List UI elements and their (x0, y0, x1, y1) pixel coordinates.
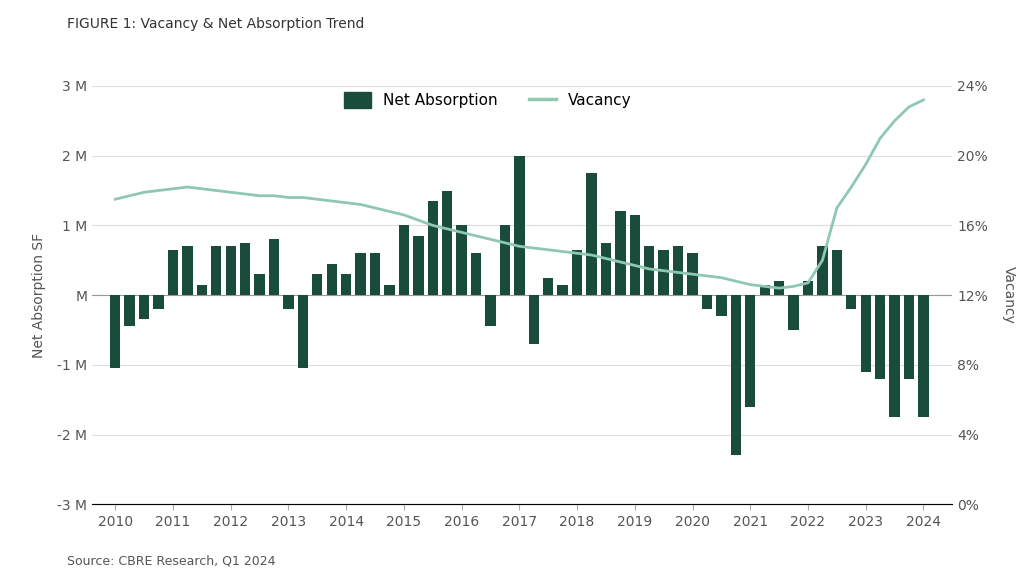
Y-axis label: Net Absorption SF: Net Absorption SF (32, 233, 46, 358)
Bar (154, 295, 164, 309)
Bar (327, 264, 337, 295)
Bar (615, 211, 626, 295)
Bar (803, 281, 813, 295)
Bar (254, 274, 265, 295)
Bar (355, 253, 366, 295)
Bar (110, 295, 121, 368)
Bar (269, 240, 280, 295)
Bar (817, 246, 827, 295)
Bar (860, 295, 871, 372)
Bar (904, 295, 914, 379)
Bar (890, 295, 900, 417)
Bar (658, 250, 669, 295)
Bar (197, 285, 207, 295)
Bar (716, 295, 727, 316)
Bar (673, 246, 683, 295)
Bar (284, 295, 294, 309)
Bar (240, 243, 250, 295)
Legend: Net Absorption, Vacancy: Net Absorption, Vacancy (338, 86, 638, 114)
Text: FIGURE 1: Vacancy & Net Absorption Trend: FIGURE 1: Vacancy & Net Absorption Trend (67, 17, 364, 31)
Bar (485, 295, 496, 327)
Bar (514, 156, 524, 295)
Bar (500, 225, 510, 295)
Bar (774, 281, 784, 295)
Bar (312, 274, 323, 295)
Bar (831, 250, 842, 295)
Bar (543, 278, 553, 295)
Bar (760, 285, 770, 295)
Bar (644, 246, 654, 295)
Bar (846, 295, 856, 309)
Bar (471, 253, 481, 295)
Y-axis label: Vacancy: Vacancy (1001, 266, 1016, 324)
Bar (384, 285, 394, 295)
Bar (298, 295, 308, 368)
Bar (457, 225, 467, 295)
Bar (731, 295, 741, 456)
Bar (919, 295, 929, 417)
Bar (630, 215, 640, 295)
Bar (413, 236, 424, 295)
Bar (398, 225, 410, 295)
Bar (139, 295, 150, 320)
Bar (701, 295, 712, 309)
Bar (442, 190, 453, 295)
Bar (874, 295, 886, 379)
Bar (587, 173, 597, 295)
Bar (211, 246, 221, 295)
Bar (370, 253, 380, 295)
Bar (601, 243, 611, 295)
Bar (528, 295, 539, 344)
Bar (125, 295, 135, 327)
Bar (557, 285, 568, 295)
Text: Source: CBRE Research, Q1 2024: Source: CBRE Research, Q1 2024 (67, 554, 275, 567)
Bar (571, 250, 583, 295)
Bar (788, 295, 799, 330)
Bar (341, 274, 351, 295)
Bar (182, 246, 193, 295)
Bar (687, 253, 697, 295)
Bar (225, 246, 236, 295)
Bar (428, 201, 438, 295)
Bar (168, 250, 178, 295)
Bar (745, 295, 756, 407)
